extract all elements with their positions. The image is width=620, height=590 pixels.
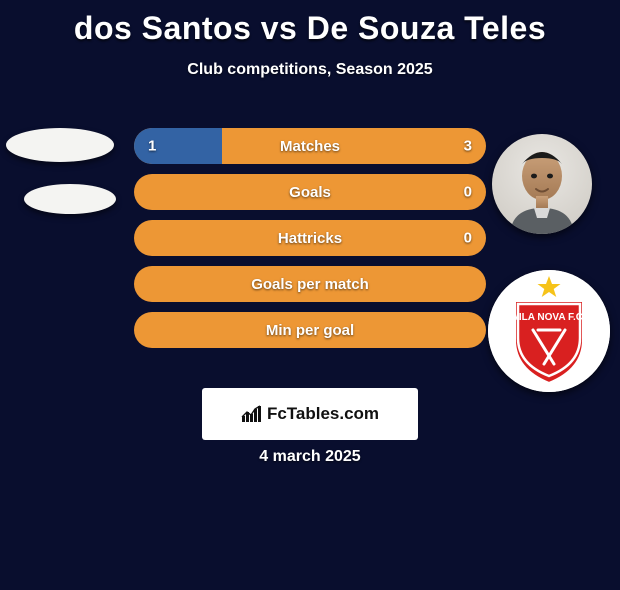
right-club-badge: VILA NOVA F.C.: [488, 270, 610, 392]
watermark: FcTables.com: [202, 388, 418, 440]
stat-label: Matches: [280, 138, 340, 155]
stat-label: Goals: [289, 184, 331, 201]
watermark-text: FcTables.com: [267, 404, 379, 424]
stat-row-goals: Goals 0: [134, 174, 486, 210]
stat-label: Goals per match: [251, 276, 369, 293]
stat-row-min-per-goal: Min per goal: [134, 312, 486, 348]
stat-label: Min per goal: [266, 322, 354, 339]
left-club-badge: [24, 184, 116, 214]
page-title: dos Santos vs De Souza Teles: [0, 10, 620, 47]
stats-table: 1 Matches 3 Goals 0 Hattricks 0 Goals pe…: [134, 128, 486, 358]
stat-value-left: 1: [148, 138, 156, 155]
bars-icon: [241, 404, 263, 424]
date-label: 4 march 2025: [0, 448, 620, 466]
stat-row-matches: 1 Matches 3: [134, 128, 486, 164]
right-player-avatar: [492, 134, 592, 234]
stat-value-right: 0: [464, 184, 472, 201]
left-player-avatar: [6, 128, 114, 162]
svg-text:VILA NOVA F.C.: VILA NOVA F.C.: [512, 312, 586, 323]
stat-value-right: 0: [464, 230, 472, 247]
stat-row-goals-per-match: Goals per match: [134, 266, 486, 302]
stat-row-hattricks: Hattricks 0: [134, 220, 486, 256]
stat-value-right: 3: [464, 138, 472, 155]
stat-label: Hattricks: [278, 230, 342, 247]
page-subtitle: Club competitions, Season 2025: [0, 61, 620, 79]
